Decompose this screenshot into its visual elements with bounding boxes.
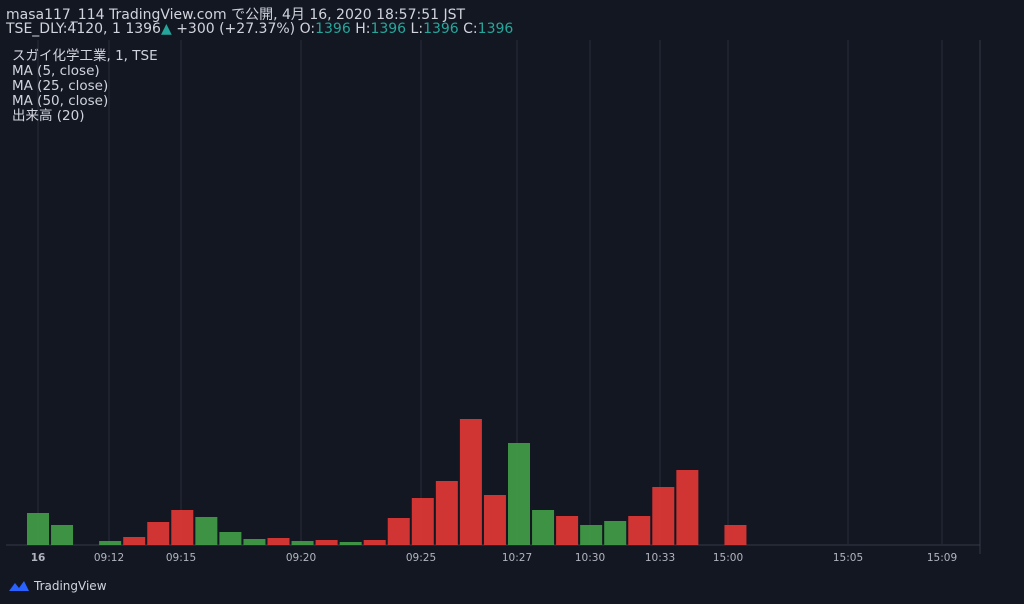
x-tick-label: 09:12	[94, 552, 124, 564]
low-value: 1396	[423, 21, 459, 37]
volume-bar	[147, 522, 170, 545]
legend-volume[interactable]: 出来高 (20)	[12, 108, 85, 124]
x-tick-label: 15:05	[833, 552, 863, 564]
up-arrow-icon: ▲	[160, 21, 172, 37]
volume-bar	[27, 513, 49, 545]
volume-bar	[267, 538, 290, 545]
volume-bar	[459, 419, 482, 545]
volume-bar	[51, 525, 74, 545]
x-tick-label: 16	[31, 552, 46, 564]
volume-bar	[291, 541, 314, 545]
price-change: +300 (+27.37%)	[176, 21, 296, 37]
high-label: H:	[355, 21, 371, 37]
brand-label: TradingView	[34, 579, 107, 593]
volume-bar	[171, 510, 194, 545]
publish-info: masa117_114 TradingView.com で公開, 4月 16, …	[6, 7, 466, 23]
volume-bar	[243, 539, 266, 545]
legend-ma50[interactable]: MA (50, close)	[12, 93, 109, 109]
x-tick-label: 10:33	[645, 552, 675, 564]
volume-bar	[604, 521, 627, 545]
symbol-label: TSE_DLY:4120, 1	[6, 21, 121, 37]
tradingview-watermark: TradingView	[8, 579, 107, 593]
volume-bar	[315, 540, 338, 545]
volume-bar	[99, 541, 122, 545]
volume-bar	[339, 542, 362, 545]
volume-bar	[411, 498, 434, 545]
volume-bar	[676, 470, 699, 545]
legend-ma25[interactable]: MA (25, close)	[12, 78, 109, 94]
volume-bar	[508, 443, 530, 545]
last-price: 1396	[125, 21, 161, 37]
volume-bar	[195, 517, 218, 545]
close-value: 1396	[477, 21, 514, 37]
close-label: C:	[463, 21, 478, 37]
volume-bar	[580, 525, 603, 545]
tradingview-logo-icon	[9, 581, 29, 591]
high-value: 1396	[370, 21, 407, 37]
x-tick-label: 15:09	[927, 552, 957, 564]
x-tick-label: 09:15	[166, 552, 196, 564]
volume-bar	[628, 516, 651, 545]
x-tick-label: 10:27	[502, 552, 532, 564]
open-label: O:	[299, 21, 316, 37]
x-tick-label: 09:20	[286, 552, 316, 564]
legend-symbol[interactable]: スガイ化学工業, 1, TSE	[12, 48, 158, 64]
indicator-legend: スガイ化学工業, 1, TSE MA (5, close) MA (25, cl…	[12, 49, 158, 124]
volume-bar	[435, 481, 458, 545]
volume-bar	[556, 516, 579, 545]
volume-bar	[532, 510, 555, 545]
volume-bar	[724, 525, 747, 545]
ohlc-header: TSE_DLY:4120, 1 1396▲ +300 (+27.37%) O:1…	[6, 21, 513, 37]
volume-bar	[123, 537, 146, 545]
volume-bar	[652, 487, 675, 545]
low-label: L:	[410, 21, 424, 37]
x-tick-label: 10:30	[575, 552, 605, 564]
x-tick-label: 09:25	[406, 552, 436, 564]
legend-ma5[interactable]: MA (5, close)	[12, 63, 100, 79]
volume-bar	[387, 518, 410, 545]
volume-bar	[363, 540, 386, 545]
x-tick-label: 15:00	[713, 552, 743, 564]
volume-bar	[483, 495, 506, 545]
open-value: 1396	[315, 21, 351, 37]
volume-bar	[219, 532, 242, 545]
